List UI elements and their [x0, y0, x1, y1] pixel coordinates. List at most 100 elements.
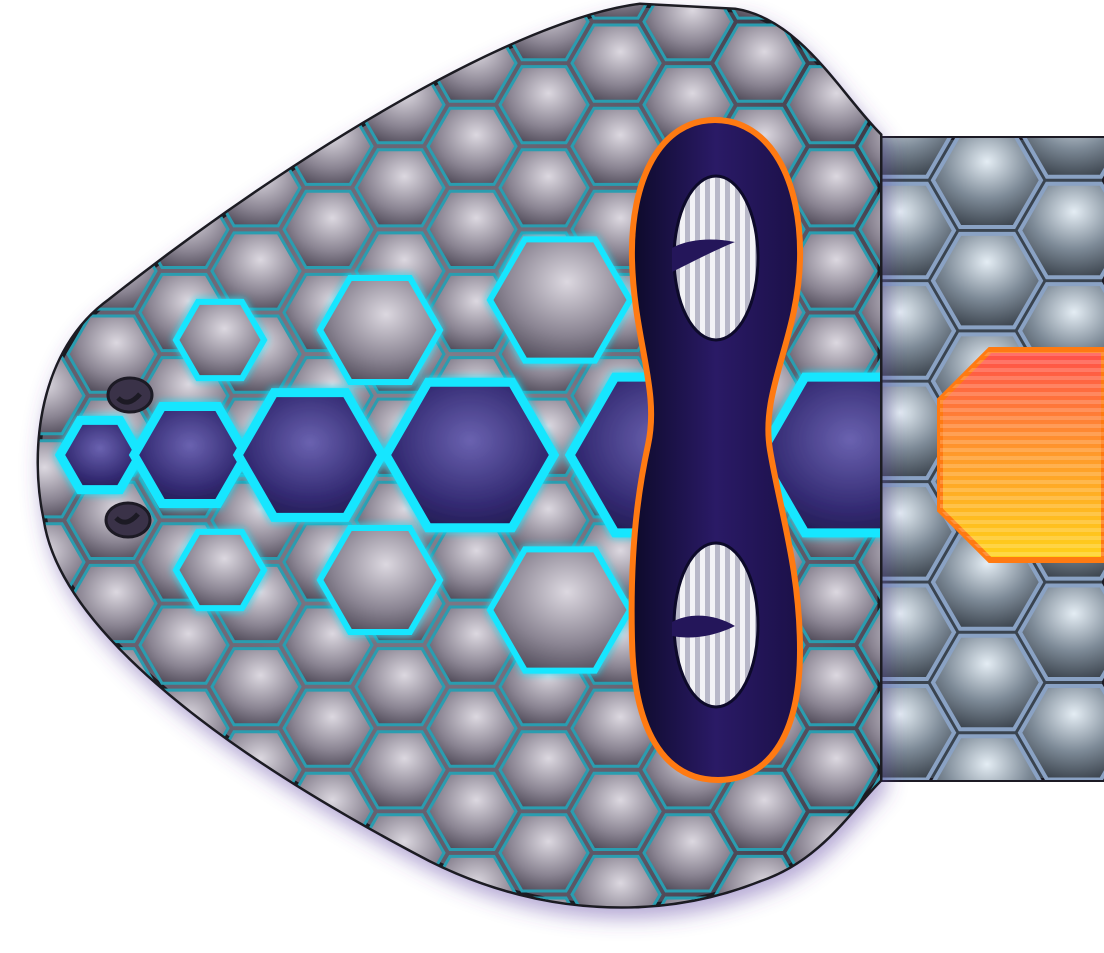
body-scale [933, 837, 1041, 931]
head-scale [426, 5, 518, 20]
head-scale [282, 5, 374, 20]
head-scale [38, 688, 86, 768]
stripe-scale [128, 402, 252, 508]
stripe-scale [486, 546, 634, 674]
head-scale [138, 106, 230, 186]
body-scale [1020, 786, 1104, 880]
body-scale [880, 684, 957, 780]
head-scale [498, 148, 590, 228]
head-scale [66, 148, 158, 228]
stripe-scale [54, 415, 146, 495]
body-scale [880, 282, 957, 380]
head-scale [210, 647, 302, 727]
head-scale [354, 647, 446, 727]
head-scale [426, 106, 518, 186]
head-scale [932, 0, 1020, 60]
head-scale [858, 522, 881, 602]
head-scale [38, 605, 86, 685]
head-scale [498, 813, 590, 893]
stripe-scale [486, 236, 634, 364]
head-scale [642, 5, 734, 62]
head-scale [66, 5, 158, 62]
head-scale [282, 189, 374, 269]
head-scale [210, 65, 302, 145]
nostril-icon [104, 501, 152, 539]
head-scale [932, 898, 1020, 953]
head-scale [858, 106, 881, 186]
body-scale [930, 138, 1044, 229]
head-scale [282, 23, 374, 103]
head-scale [138, 23, 230, 103]
head-scale [570, 106, 662, 186]
stripe-scale [316, 525, 444, 635]
head-scale [570, 771, 662, 851]
head-scale [282, 688, 374, 768]
head-scale [498, 65, 590, 145]
head-scale [282, 854, 374, 907]
head-scale [932, 815, 1020, 891]
head-scale [210, 896, 302, 907]
body-scale [1017, 684, 1104, 780]
head-scale [426, 771, 518, 851]
head-scale [786, 730, 878, 810]
head-scale [714, 771, 806, 851]
head-scale [426, 189, 518, 269]
head-scale [38, 771, 86, 851]
head-scale [570, 23, 662, 103]
head-scale [570, 854, 662, 907]
head-scale [66, 896, 158, 907]
head-scale [642, 813, 734, 893]
head-scale [858, 688, 881, 768]
head-scale [858, 854, 881, 907]
stripe-scale [316, 275, 444, 385]
head-scale [932, 67, 1020, 143]
body-scale [880, 382, 957, 481]
head-scale [138, 5, 230, 20]
head-scale [354, 5, 446, 62]
head-scale [858, 605, 881, 685]
head-scale [210, 5, 302, 62]
head-scale [354, 896, 446, 907]
head-scale [426, 688, 518, 768]
head-scale [570, 5, 662, 20]
head-scale [138, 854, 230, 907]
head-scale [138, 771, 230, 851]
body-scale [930, 231, 1044, 330]
nostril-icon [106, 376, 154, 414]
head-scale [858, 5, 881, 20]
head-scale [498, 896, 590, 907]
body-scale [880, 483, 957, 581]
head-scale [858, 23, 881, 103]
body-scale [880, 181, 957, 280]
head-scale [210, 231, 302, 311]
head-scale [38, 106, 86, 186]
head-scale [858, 189, 881, 269]
body-scale [1017, 181, 1104, 280]
head-scale [38, 189, 86, 269]
head-scale [38, 854, 86, 907]
head-scale [354, 730, 446, 810]
stripe-scale [172, 298, 268, 382]
head-scale [354, 148, 446, 228]
stripe-scale [380, 377, 560, 533]
head-scale [38, 23, 86, 103]
stripe-scale [172, 528, 268, 612]
tongue-icon [937, 347, 1104, 563]
eye-icon [672, 541, 760, 709]
head-scale [210, 813, 302, 893]
head-scale [66, 813, 158, 893]
head-scale [66, 730, 158, 810]
stripe-scale [232, 388, 388, 522]
head-scale [858, 272, 881, 353]
head-scale [498, 730, 590, 810]
eye-icon [672, 174, 760, 342]
body-scale [932, 734, 1042, 780]
body-scale [930, 633, 1044, 732]
body-scale [1017, 583, 1104, 681]
head-scale [66, 65, 158, 145]
body-scale [880, 583, 957, 681]
head-scale [786, 896, 878, 907]
body-scale [1022, 138, 1104, 179]
body-scale [880, 138, 952, 179]
